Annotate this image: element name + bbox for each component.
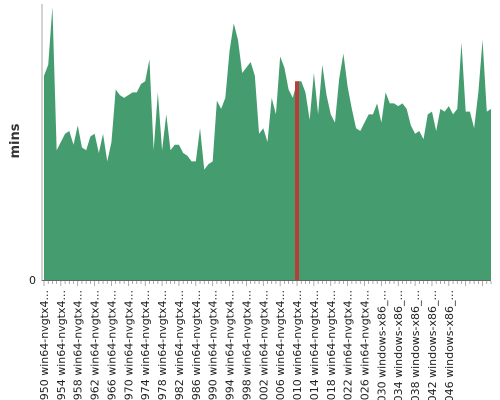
x-tick-label: #1046 windows-x86_... xyxy=(443,290,456,400)
x-tick-label: #1026 win64-nvgtx4... xyxy=(358,290,371,400)
x-tick-label: #990 win64-nvgtx4... xyxy=(207,290,220,400)
x-tick-label: #1014 win64-nvgtx4... xyxy=(308,290,321,400)
x-tick-label: #950 win64-nvgtx4... xyxy=(38,290,51,400)
x-tick-layer: #950 win64-nvgtx4... #954 win64-nvgtx4...… xyxy=(38,290,456,400)
x-tick-label: #1022 win64-nvgtx4... xyxy=(342,290,355,400)
y-tick-layer: 0 xyxy=(29,274,36,287)
x-tick-label: #970 win64-nvgtx4... xyxy=(122,290,135,400)
x-tick-label: #966 win64-nvgtx4... xyxy=(105,290,118,400)
x-tick-label: #1034 windows-x86_... xyxy=(392,290,405,400)
x-tick-label: #986 win64-nvgtx4... xyxy=(190,290,203,400)
x-tick-label: #1018 win64-nvgtx4... xyxy=(325,290,338,400)
x-tick-label: #1002 win64-nvgtx4... xyxy=(257,290,270,400)
axes-layer xyxy=(41,4,492,286)
series-area[interactable] xyxy=(44,6,491,280)
x-tick-label: #974 win64-nvgtx4... xyxy=(139,290,152,400)
x-tick-label: #1006 win64-nvgtx4... xyxy=(274,290,287,400)
area-layer xyxy=(44,6,491,280)
x-tick-label: #1010 win64-nvgtx4... xyxy=(291,290,304,400)
y-axis-label: mins xyxy=(8,123,23,158)
x-tick-label: #1038 windows-x86_... xyxy=(409,290,422,400)
x-tick-label: #958 win64-nvgtx4... xyxy=(72,290,85,400)
x-tick-label: #954 win64-nvgtx4... xyxy=(55,290,68,400)
highlight-layer xyxy=(295,81,300,280)
highlighted-build-bar[interactable] xyxy=(295,81,300,280)
x-tick-label: #1042 windows-x86_... xyxy=(426,290,439,400)
x-tick-label: #994 win64-nvgtx4... xyxy=(224,290,237,400)
x-tick-label: #978 win64-nvgtx4... xyxy=(156,290,169,400)
y-axis-label-group: mins xyxy=(8,123,23,158)
x-tick-label: #998 win64-nvgtx4... xyxy=(240,290,253,400)
y-tick-label: 0 xyxy=(29,274,36,287)
x-tick-label: #1030 windows-x86_... xyxy=(375,290,388,400)
x-tick-label: #962 win64-nvgtx4... xyxy=(89,290,102,400)
x-tick-label: #982 win64-nvgtx4... xyxy=(173,290,186,400)
